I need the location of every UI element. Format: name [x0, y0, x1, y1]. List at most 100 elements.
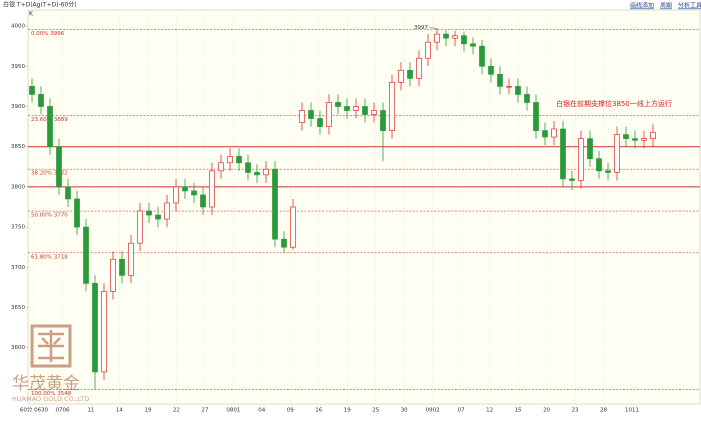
x-tick-label: 15 [515, 408, 522, 414]
x-tick-label: 04 [258, 408, 265, 414]
x-tick-label: 19 [344, 408, 351, 414]
candle-body [524, 94, 530, 103]
candle-body [191, 190, 197, 196]
plot-area [27, 9, 701, 405]
y-tick-label: 3650 [11, 305, 25, 311]
watermark: 华茂黄金 HUAMAO GOLD CO.,LTD [12, 324, 89, 403]
x-tick-label: 23 [572, 408, 579, 414]
candle-body [317, 118, 323, 127]
candle-body [263, 168, 269, 176]
candle-body [92, 283, 98, 373]
candle-body [218, 162, 224, 172]
x-tick-label: 0902 [426, 408, 440, 414]
candle-body [371, 110, 377, 115]
x-tick-label: 0801 [226, 408, 240, 414]
x-tick-label: 25 [372, 408, 379, 414]
logo-glyph [38, 330, 64, 362]
candle-body [551, 128, 557, 138]
candle-body [389, 82, 395, 131]
candle-body [506, 86, 512, 88]
y-tick-label: 3600 [11, 345, 25, 351]
candle-body [65, 186, 71, 200]
candle-body [326, 102, 332, 127]
candle-body [533, 102, 539, 131]
candle-body [281, 238, 287, 248]
candle-body [182, 186, 188, 192]
candle-body [569, 178, 575, 181]
candle-body [146, 210, 152, 216]
y-tick-label: 3800 [11, 184, 25, 190]
candle-body [380, 110, 386, 131]
candle-body [200, 194, 206, 208]
candle-body [461, 35, 467, 45]
candle-body [137, 210, 143, 244]
candle-body [272, 168, 278, 240]
y-tick-label: 3900 [11, 104, 25, 110]
candle-body [209, 170, 215, 208]
candle-body [407, 69, 413, 79]
candle-body [236, 155, 242, 164]
candle-body [632, 138, 638, 141]
candle-body [83, 226, 89, 284]
candle-body [344, 106, 350, 111]
y-tick-label: 3700 [11, 265, 25, 271]
candle-body [101, 291, 107, 373]
candle-body [452, 35, 458, 39]
candle-body [650, 131, 656, 140]
candle-body [614, 134, 620, 173]
fib-label: 0.00% 3996 [31, 31, 65, 37]
candle-body [299, 110, 305, 123]
x-tick-label: 30 [401, 408, 408, 414]
candle-body [128, 242, 134, 276]
candle-body [74, 198, 80, 228]
candle-body [164, 202, 170, 220]
candle-body [497, 73, 503, 87]
y-tick-label: 3950 [11, 64, 25, 70]
candle-body [416, 57, 422, 79]
x-tick-label: 19 [144, 408, 151, 414]
x-tick-label: 12 [486, 408, 493, 414]
candle-body [29, 86, 35, 95]
candle-body [38, 94, 44, 107]
x-tick-label: 09 [287, 408, 294, 414]
candle-body [479, 45, 485, 67]
candle-body [623, 134, 629, 140]
candle-body [641, 138, 647, 141]
max-label: 3997 [414, 25, 428, 31]
candle-body [119, 258, 125, 276]
candle-body [245, 162, 251, 173]
candle-body [308, 110, 314, 119]
candle-body [515, 86, 521, 95]
x-tick-label: 20 [543, 408, 550, 414]
y-tick-label: 4000 [11, 24, 25, 30]
candle-body [560, 128, 566, 180]
candle-body [578, 138, 584, 181]
x-tick-label: 1011 [625, 408, 639, 414]
candle-body [47, 106, 53, 148]
watermark-english: HUAMAO GOLD CO.,LTD [12, 395, 89, 403]
y-tick-label: 3850 [11, 144, 25, 150]
candle-body [353, 106, 359, 111]
x-tick-label: 60分 0630 [20, 406, 49, 414]
fib-label: 50.00% 3770 [31, 213, 68, 219]
candle-body [587, 138, 593, 160]
watermark-name: 华茂黄金 [12, 374, 80, 394]
candle-body [155, 214, 161, 220]
toolbar-button[interactable]: 周期 [660, 2, 672, 10]
annotation: 白银在前期支撑位3850一线上方运行 [556, 99, 672, 108]
x-tick-label: 14 [116, 408, 123, 414]
candle-body [425, 41, 431, 59]
fib-label: 61.80% 3718 [31, 254, 68, 260]
chart-title: 白银 T+D(Ag(T+D)-60分) [3, 1, 77, 9]
candle-body [398, 69, 404, 83]
y-tick-label: 3750 [11, 225, 25, 231]
x-tick-label: 0706 [55, 408, 69, 414]
toolbar-button[interactable]: 画线添加 [630, 2, 654, 10]
x-tick-label: 22 [173, 408, 180, 414]
candle-body [110, 258, 116, 292]
candle-body [470, 43, 476, 47]
candle-body [488, 65, 494, 75]
candle-body [542, 130, 548, 138]
toolbar-button[interactable]: 分析工具 [678, 2, 701, 10]
